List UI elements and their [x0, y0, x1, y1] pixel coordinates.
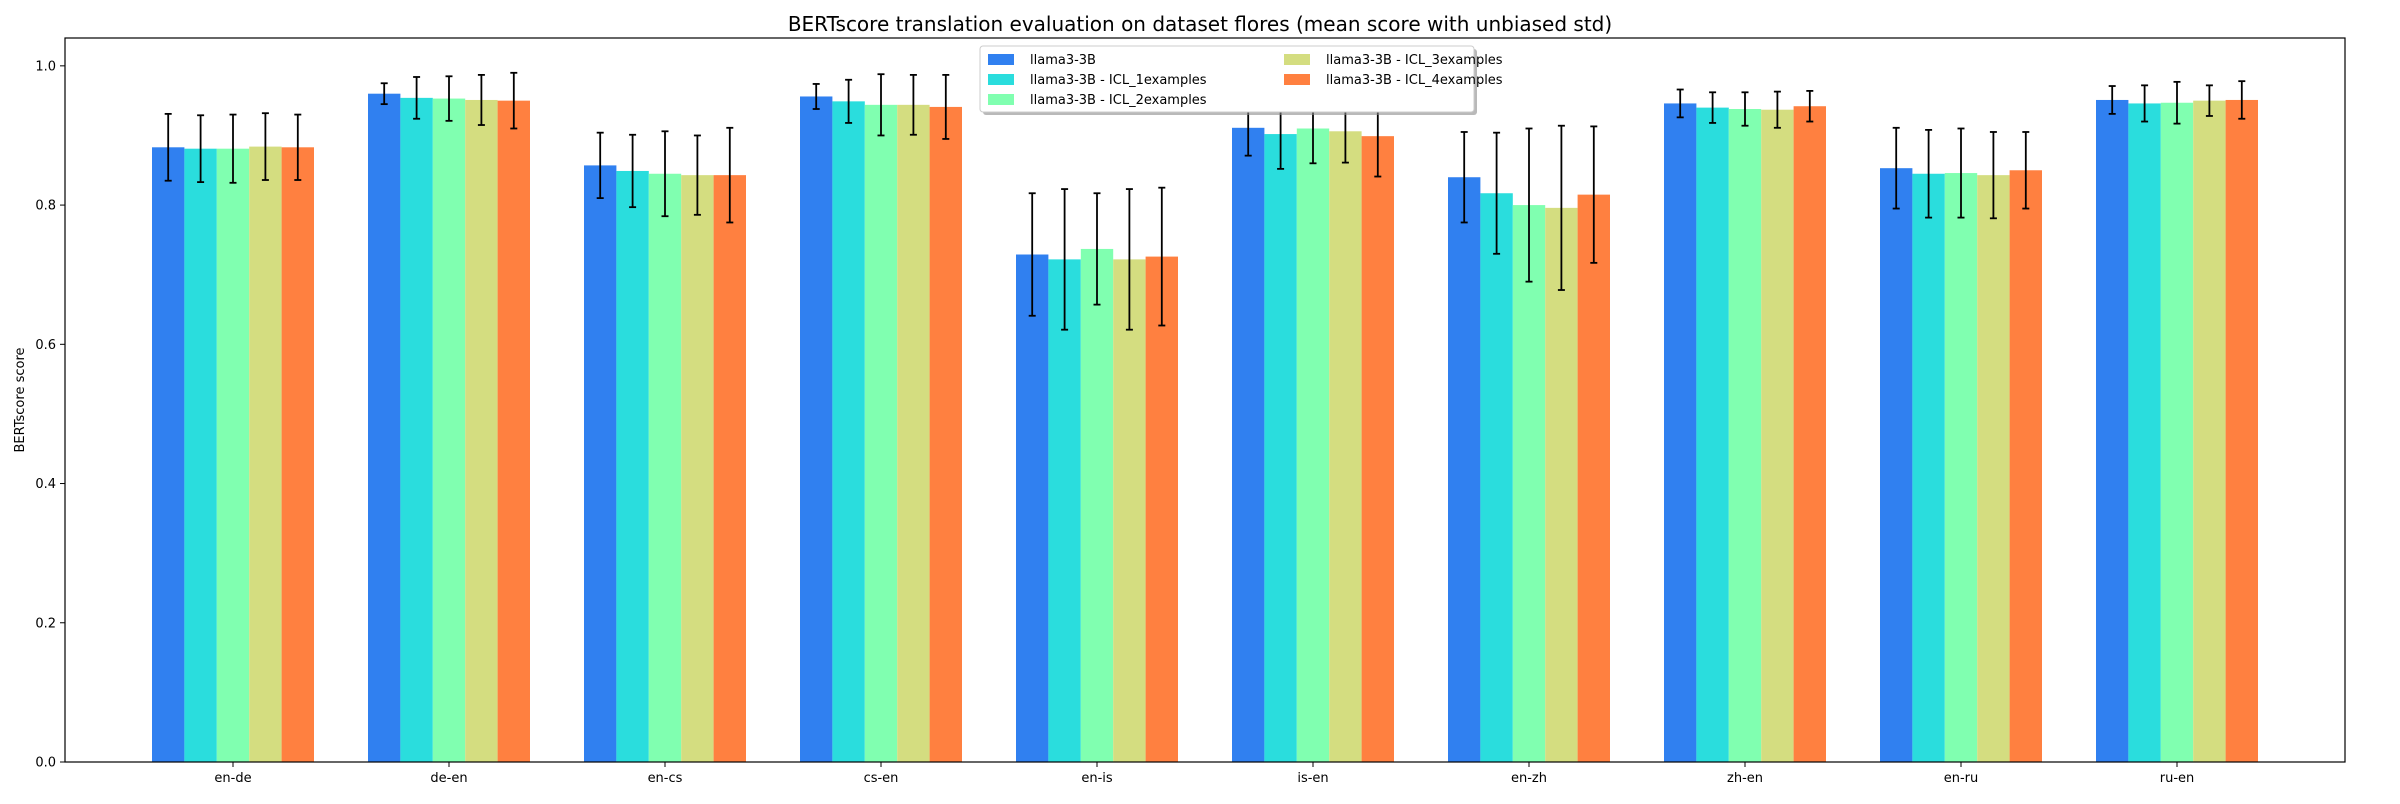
legend-label: llama3-3B - ICL_3examples	[1326, 53, 1503, 68]
legend-swatch	[988, 54, 1014, 65]
x-tick-label: ru-en	[2160, 771, 2195, 786]
legend-label: llama3-3B - ICL_2examples	[1030, 93, 1207, 108]
bar	[1048, 259, 1081, 762]
x-axis: en-de de-en en-cs cs-en en-is is-en en-zh zh-en…	[214, 762, 2194, 786]
bar	[832, 101, 865, 763]
y-tick-label: 0.8	[35, 199, 56, 214]
bar	[681, 175, 714, 762]
x-tick-label: is-en	[1297, 771, 1328, 786]
x-tick-label: en-cs	[648, 771, 683, 786]
bar	[184, 148, 217, 762]
bar	[1728, 109, 1762, 762]
x-tick-label: en-ru	[1944, 771, 1979, 786]
bar	[432, 98, 466, 763]
bar	[1912, 173, 1945, 762]
bar	[2128, 103, 2161, 762]
y-tick-label: 0.6	[35, 338, 56, 353]
bar	[864, 104, 898, 763]
bar	[1664, 103, 1697, 762]
bar	[1480, 193, 1513, 762]
x-tick-label: en-is	[1081, 771, 1113, 786]
legend-box	[979, 45, 1475, 113]
bar	[152, 147, 185, 763]
legend-swatch	[1284, 74, 1310, 85]
legend-label: llama3-3B - ICL_4examples	[1326, 73, 1503, 88]
bar	[1761, 109, 1794, 762]
legend-swatch	[1284, 54, 1310, 65]
bar	[584, 165, 617, 763]
bar	[1944, 173, 1978, 763]
x-tick-label: zh-en	[1727, 771, 1763, 786]
bar	[368, 93, 401, 762]
bar	[1232, 127, 1265, 763]
bar	[1016, 254, 1049, 762]
legend-swatch	[988, 94, 1014, 105]
bar	[1696, 107, 1729, 763]
bar	[1577, 194, 1610, 762]
bar	[1329, 131, 1362, 763]
chart-title: BERTscore translation evaluation on data…	[788, 12, 1612, 36]
plot-frame	[64, 37, 2346, 763]
bar	[465, 99, 498, 762]
y-tick-label: 0.4	[35, 477, 56, 492]
bar	[648, 173, 682, 762]
y-axis-label: BERTscore score	[13, 347, 28, 452]
legend: llama3-3B llama3-3B - ICL_1examples llama3…	[979, 45, 1503, 115]
y-axis: 0.0 0.2 0.4 0.6 0.8 1.0	[35, 59, 65, 771]
bar	[713, 175, 746, 762]
bar	[249, 146, 282, 763]
bar	[1113, 259, 1146, 762]
y-tick-label: 0.0	[35, 756, 56, 771]
bar	[1145, 256, 1178, 762]
x-tick-label: en-de	[214, 771, 251, 786]
bar	[2193, 100, 2226, 762]
bar	[216, 148, 250, 762]
bar	[897, 104, 930, 763]
bar	[497, 100, 530, 762]
bar	[1361, 136, 1394, 762]
x-tick-label: en-zh	[1511, 771, 1547, 786]
bar	[281, 147, 314, 763]
y-tick-label: 0.2	[35, 616, 56, 631]
bar	[1977, 175, 2010, 762]
bar	[1793, 106, 1826, 762]
bar	[1448, 177, 1481, 762]
bar	[1080, 248, 1114, 762]
bar	[616, 170, 649, 762]
y-tick-label: 1.0	[35, 59, 56, 74]
legend-label: llama3-3B - ICL_1examples	[1030, 73, 1207, 88]
bar	[2160, 102, 2194, 762]
x-tick-label: cs-en	[864, 771, 899, 786]
bar	[2225, 99, 2258, 762]
bar	[929, 106, 962, 762]
bar	[1296, 128, 1330, 762]
bar	[400, 97, 433, 762]
bar	[2009, 170, 2042, 762]
bar	[1512, 205, 1546, 763]
legend-swatch	[988, 74, 1014, 85]
legend-label: llama3-3B	[1030, 53, 1096, 68]
bar	[800, 96, 833, 762]
x-tick-label: de-en	[430, 771, 467, 786]
bar	[1880, 168, 1913, 762]
bars-layer	[152, 93, 2258, 763]
error-bars-layer	[164, 71, 2246, 331]
bar	[1545, 207, 1578, 762]
bar	[2096, 99, 2129, 762]
bar	[1264, 134, 1297, 763]
